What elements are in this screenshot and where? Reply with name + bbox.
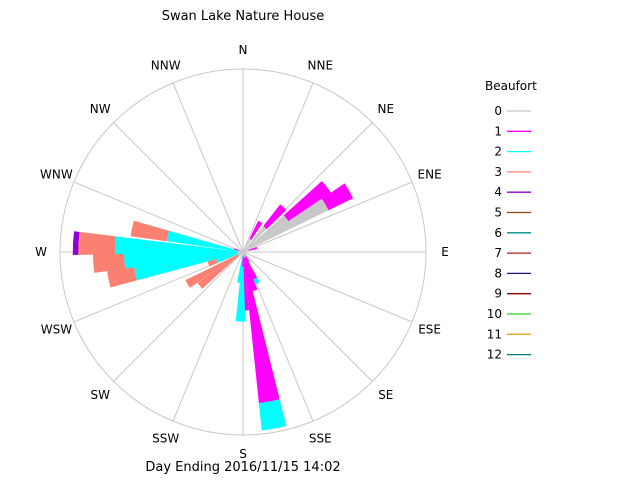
wedge-19-beaufort-0	[239, 250, 243, 252]
direction-label-ese: ESE	[418, 322, 441, 336]
wedge-8-beaufort-0	[243, 252, 245, 258]
direction-label-nne: NNE	[308, 58, 334, 72]
legend-label-1: 1	[494, 124, 502, 138]
wedge-6-beaufort-2	[253, 277, 260, 285]
wedge-12-beaufort-0	[238, 252, 243, 256]
wedge-16-beaufort-0	[237, 252, 243, 253]
legend-label-4: 4	[494, 185, 502, 199]
spoke-se	[242, 251, 373, 382]
spoke-nne	[242, 82, 314, 253]
legend-label-2: 2	[494, 145, 502, 159]
wedge-3-beaufort-0	[243, 198, 329, 252]
wedge-15-beaufort-2	[134, 252, 238, 281]
wedge-12-beaufort-3	[197, 255, 239, 289]
wedge-17-beaufort-2	[114, 236, 238, 255]
wedge-18-beaufort-0	[237, 250, 243, 252]
direction-label-sw: SW	[90, 388, 110, 402]
spoke-ese	[242, 251, 413, 323]
wedge-7-beaufort-0	[243, 252, 245, 258]
wedge-2-beaufort-0	[243, 215, 289, 252]
direction-label-n: N	[239, 43, 248, 57]
wedge-10-beaufort-2	[235, 266, 246, 322]
wedge-19-beaufort-1	[234, 248, 240, 251]
wedge-4-beaufort-0	[243, 250, 249, 252]
wedge-14-beaufort-0	[237, 252, 243, 255]
wedge-5-beaufort-1	[244, 255, 250, 262]
wedge-11-beaufort-2	[237, 255, 243, 284]
wedge-5-beaufort-0	[243, 252, 246, 256]
direction-label-s: S	[239, 447, 247, 461]
legend-label-10: 10	[487, 307, 502, 321]
wedge-14-beaufort-3	[207, 259, 218, 267]
spoke-nw	[113, 122, 244, 253]
legend-label-0: 0	[494, 104, 502, 118]
direction-labels: N NNE NE ENE E ESE SE SSE S SSW SW WSW W WNW NW NNW	[35, 43, 449, 461]
legend-label-12: 12	[487, 348, 502, 362]
direction-label-se: SE	[378, 388, 393, 402]
direction-label-wnw: WNW	[40, 168, 73, 182]
wedge-16-beaufort-3	[92, 252, 126, 273]
wedge-16-beaufort-2	[124, 252, 238, 269]
wedge-4-beaufort-1	[248, 247, 258, 251]
legend-label-11: 11	[487, 327, 502, 341]
direction-label-nnw: NNW	[151, 58, 181, 72]
wedge-17-beaufort-0	[237, 251, 243, 253]
direction-label-wsw: WSW	[41, 322, 72, 336]
chart-footer: Day Ending 2016/11/15 14:02	[145, 460, 340, 475]
spoke-wnw	[73, 181, 244, 253]
wedge-18-beaufort-3	[130, 220, 170, 242]
direction-label-ene: ENE	[418, 168, 442, 182]
wedge-11-beaufort-0	[242, 252, 243, 256]
direction-label-ssw: SSW	[152, 432, 179, 446]
wedge-15-beaufort-3	[106, 265, 137, 288]
wedge-17-beaufort-4	[72, 231, 80, 255]
direction-label-sse: SSE	[309, 432, 332, 446]
wedge-1-beaufort-1	[263, 204, 287, 230]
legend-label-6: 6	[494, 226, 502, 240]
direction-label-w: W	[35, 245, 47, 259]
wedge-0-beaufort-0	[243, 238, 252, 252]
legend-label-3: 3	[494, 165, 502, 179]
wedge-1-beaufort-0	[243, 226, 267, 252]
legend-label-8: 8	[494, 266, 502, 280]
direction-label-e: E	[441, 245, 449, 259]
spoke-ssw	[172, 251, 244, 422]
wedge-8-beaufort-1	[243, 257, 280, 404]
spoke-sw	[113, 251, 244, 382]
legend-title: Beaufort	[485, 79, 537, 93]
wedge-13-beaufort-0	[238, 252, 243, 256]
wedge-0-beaufort-1	[249, 220, 263, 240]
wedge-13-beaufort-3	[185, 254, 239, 288]
wedge-15-beaufort-0	[237, 252, 243, 254]
wedge-17-beaufort-3	[78, 231, 116, 255]
spoke-ene	[242, 181, 413, 253]
direction-label-ne: NE	[378, 102, 395, 116]
wedge-6-beaufort-1	[245, 256, 258, 280]
spoke-nnw	[172, 82, 244, 253]
chart-title: Swan Lake Nature House	[162, 9, 325, 24]
legend-label-5: 5	[494, 206, 502, 220]
wedge-18-beaufort-2	[166, 230, 238, 252]
legend-label-9: 9	[494, 287, 502, 301]
wedge-3-beaufort-1	[321, 183, 354, 211]
wedge-14-beaufort-2	[216, 253, 238, 263]
legend-label-7: 7	[494, 246, 502, 260]
wedge-6-beaufort-0	[243, 252, 246, 258]
direction-label-nw: NW	[90, 102, 111, 116]
rose-wedges	[72, 181, 354, 431]
wedge-8-beaufort-2	[258, 399, 287, 431]
wedge-7-beaufort-1	[244, 257, 258, 292]
wedge-2-beaufort-1	[283, 181, 331, 222]
